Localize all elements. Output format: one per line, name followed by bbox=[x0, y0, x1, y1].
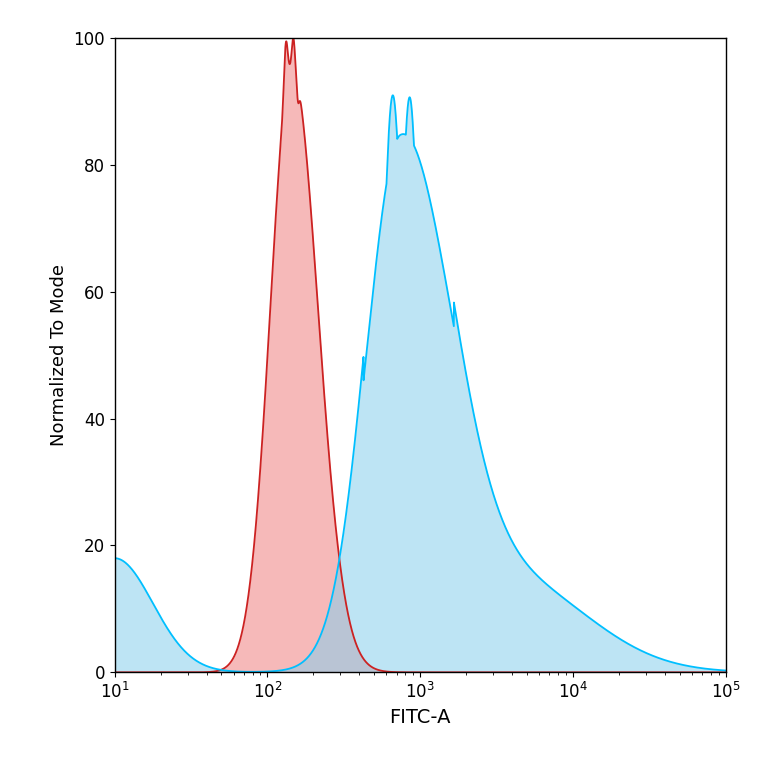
X-axis label: FITC-A: FITC-A bbox=[390, 707, 451, 727]
Y-axis label: Normalized To Mode: Normalized To Mode bbox=[50, 264, 68, 446]
